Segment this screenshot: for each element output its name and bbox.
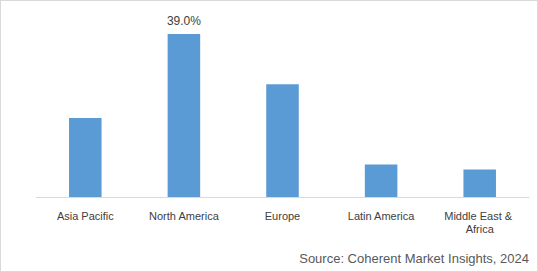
svg-text:Europe: Europe — [265, 210, 300, 222]
svg-text:North America: North America — [149, 210, 220, 222]
svg-text:39.0%: 39.0% — [167, 14, 201, 28]
svg-text:Source: Coherent Market Insigh: Source: Coherent Market Insights, 2024 — [299, 251, 529, 266]
svg-text:Africa: Africa — [466, 223, 495, 235]
svg-text:Latin America: Latin America — [348, 210, 416, 222]
svg-text:Middle East &: Middle East & — [444, 210, 515, 222]
svg-text:Asia Pacific: Asia Pacific — [57, 210, 114, 222]
